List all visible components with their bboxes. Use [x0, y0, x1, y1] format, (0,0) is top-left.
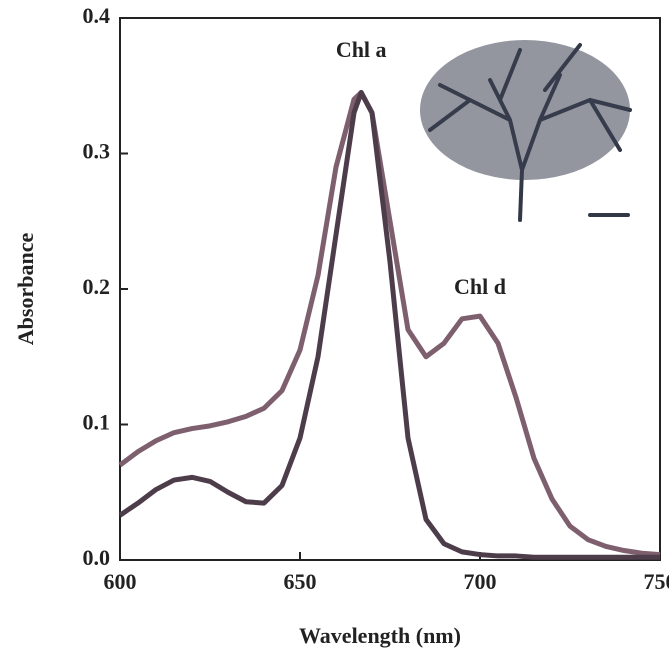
y-tick-label: 0.4 — [83, 3, 111, 28]
seaweed-photo — [420, 40, 632, 222]
spectrum-line — [118, 90, 660, 560]
x-tick-label: 650 — [284, 569, 317, 594]
y-axis-label: Absorbance — [13, 233, 38, 346]
annotation: Chl d — [454, 274, 506, 299]
annotation: Chl a — [336, 37, 387, 62]
y-tick-label: 0.3 — [83, 139, 111, 164]
x-tick-label: 750 — [644, 569, 669, 594]
x-axis-label: Wavelength (nm) — [299, 623, 461, 648]
y-tick-label: 0.0 — [83, 545, 111, 570]
x-tick-label: 700 — [464, 569, 497, 594]
x-tick-label: 600 — [104, 569, 137, 594]
y-tick-label: 0.2 — [83, 274, 111, 299]
y-tick-label: 0.1 — [83, 410, 111, 435]
